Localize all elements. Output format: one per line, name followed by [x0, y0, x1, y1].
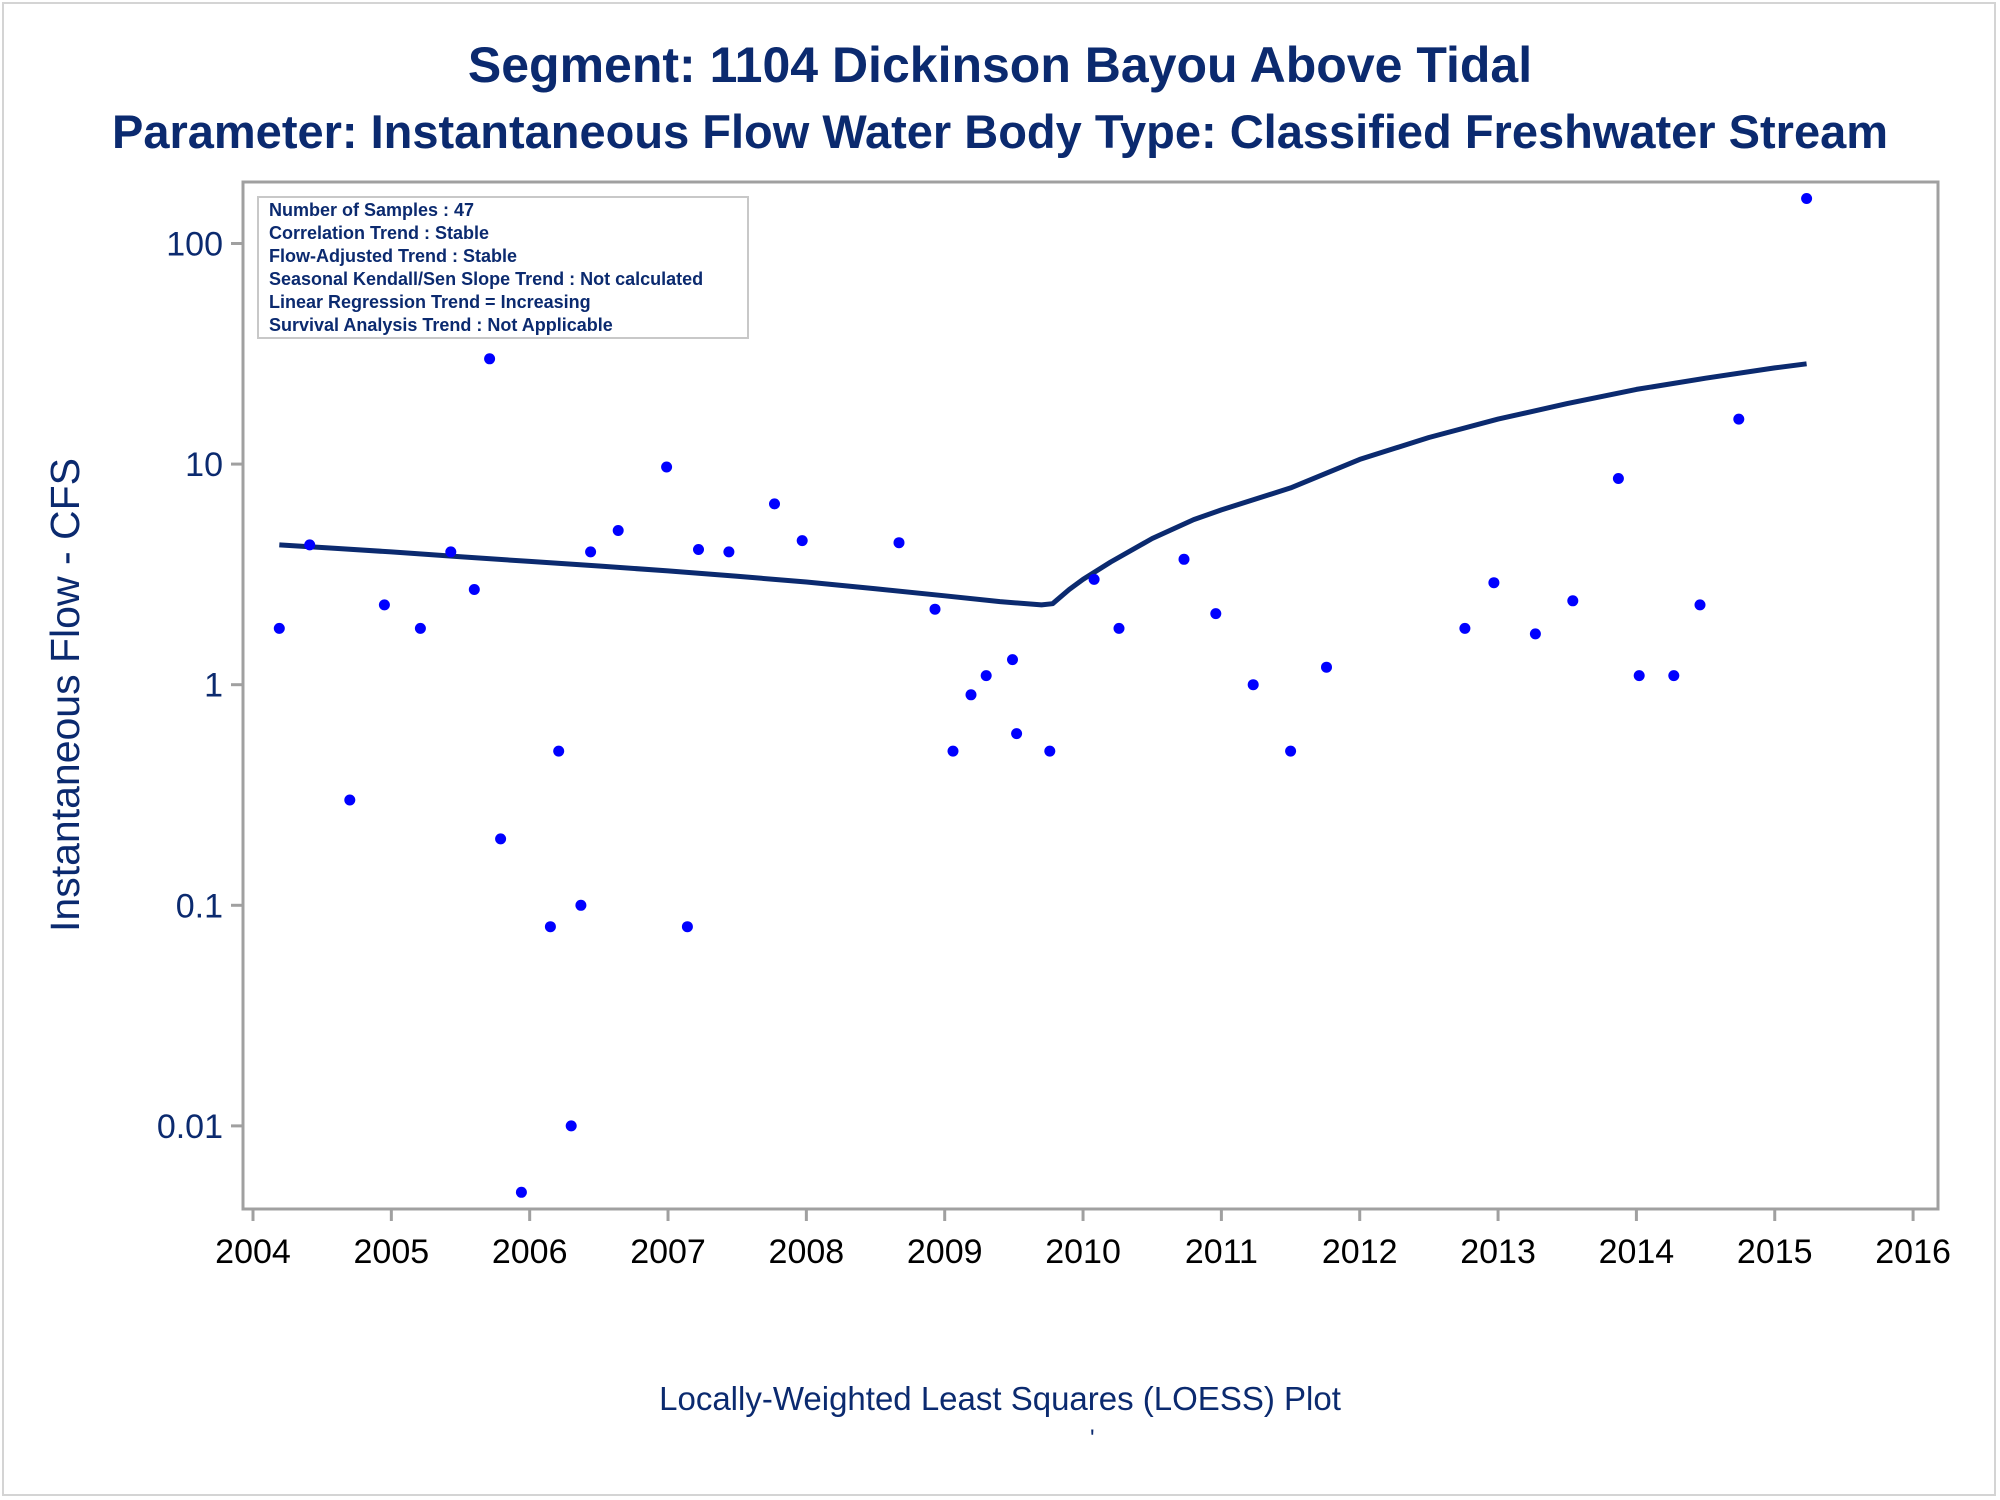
- data-point: [965, 689, 977, 701]
- data-point: [1733, 413, 1745, 425]
- x-tick-label: 2011: [1185, 1233, 1258, 1271]
- x-tick-label: 2016: [1875, 1233, 1951, 1271]
- data-point: [1801, 193, 1813, 204]
- data-point: [1529, 628, 1541, 640]
- data-point: [544, 921, 556, 933]
- data-point: [378, 599, 390, 611]
- data-point: [484, 353, 496, 365]
- data-point: [1044, 745, 1056, 757]
- data-point: [693, 544, 704, 555]
- x-tick-label: 2013: [1460, 1233, 1536, 1271]
- data-point: [304, 539, 316, 551]
- y-axis: 100 10 1 0.1 0.01: [157, 225, 243, 1146]
- x-axis: 2004 2005 2006 2007 2008 2009 2010 2011 2012 2013…: [215, 1209, 1951, 1271]
- data-point: [273, 622, 285, 634]
- trend-summary-line: Correlation Trend : Stable: [269, 223, 489, 243]
- data-point: [1210, 608, 1222, 620]
- data-point: [468, 584, 480, 595]
- data-point: [1488, 577, 1500, 589]
- data-point: [893, 537, 905, 549]
- data-point: [414, 622, 426, 634]
- y-tick-label: 10: [185, 446, 223, 484]
- data-point: [1088, 573, 1100, 585]
- footnote-mark: ': [1090, 1425, 1095, 1452]
- data-point: [1011, 728, 1023, 740]
- trend-summary-line: Number of Samples : 47: [269, 200, 474, 220]
- data-point: [1633, 670, 1645, 682]
- trend-summary-box: Number of Samples : 47 Correlation Trend …: [257, 196, 749, 339]
- x-tick-label: 2004: [215, 1233, 291, 1271]
- trend-summary-line: Linear Regression Trend = Increasing: [269, 292, 591, 312]
- y-axis-title: Instantaneous Flow - CFS: [42, 458, 88, 932]
- data-point: [796, 535, 808, 547]
- y-tick-label: 0.1: [176, 887, 223, 925]
- data-point: [1321, 661, 1332, 673]
- chart-subtitle: Parameter: Instantaneous Flow Water Body…: [111, 105, 1889, 158]
- x-tick-label: 2007: [630, 1233, 706, 1271]
- data-point: [1567, 595, 1579, 607]
- data-point: [929, 603, 941, 615]
- y-tick-label: 0.01: [157, 1108, 223, 1146]
- data-point: [1612, 473, 1624, 484]
- data-point: [1178, 553, 1190, 565]
- data-point: [565, 1120, 577, 1132]
- y-tick-label: 1: [204, 667, 223, 705]
- data-point: [723, 546, 735, 558]
- x-tick-label: 2012: [1322, 1233, 1398, 1271]
- data-point: [1247, 679, 1259, 691]
- data-point: [681, 921, 693, 933]
- data-point: [1668, 670, 1680, 682]
- loess-line: [279, 361, 1807, 608]
- data-point: [575, 899, 587, 911]
- x-tick-label: 2015: [1737, 1233, 1813, 1271]
- data-point: [1113, 622, 1125, 634]
- data-point: [769, 498, 780, 510]
- x-tick-label: 2006: [492, 1233, 568, 1271]
- x-tick-label: 2010: [1045, 1233, 1121, 1271]
- data-point: [1285, 745, 1297, 757]
- sample-points: [273, 193, 1813, 1198]
- data-point: [495, 833, 507, 845]
- data-point: [1694, 599, 1706, 611]
- data-point: [1007, 654, 1018, 666]
- data-point: [553, 745, 565, 757]
- data-point: [585, 546, 597, 558]
- y-tick-label: 100: [166, 225, 223, 263]
- x-tick-label: 2014: [1599, 1233, 1675, 1271]
- data-point: [1459, 622, 1471, 634]
- plot-area: [241, 180, 1940, 1211]
- trend-summary-line: Survival Analysis Trend : Not Applicable: [269, 315, 613, 335]
- chart-title: Segment: 1104 Dickinson Bayou Above Tida…: [467, 37, 1533, 93]
- x-tick-label: 2005: [354, 1233, 430, 1271]
- data-point: [344, 794, 356, 806]
- data-point: [445, 546, 457, 558]
- trend-summary-border: [257, 196, 749, 339]
- x-tick-label: 2009: [907, 1233, 983, 1271]
- data-point: [661, 461, 673, 473]
- data-point: [947, 745, 959, 757]
- loess-series: [279, 361, 1807, 608]
- chart-footnote: Locally-Weighted Least Squares (LOESS) P…: [659, 1380, 1341, 1417]
- data-point: [612, 525, 624, 536]
- data-point: [515, 1186, 527, 1198]
- trend-summary-line: Seasonal Kendall/Sen Slope Trend : Not c…: [269, 269, 703, 289]
- trend-summary-line: Flow-Adjusted Trend : Stable: [269, 246, 517, 266]
- x-tick-label: 2008: [769, 1233, 845, 1271]
- data-point: [980, 670, 992, 682]
